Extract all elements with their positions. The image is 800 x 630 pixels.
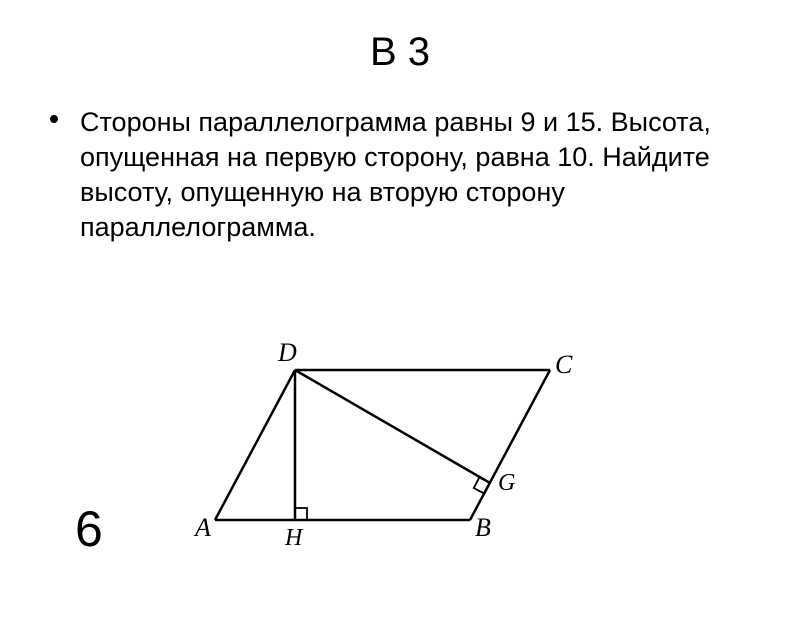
label-C: C [555,350,572,380]
slide-title: В 3 [0,30,800,75]
parallelogram-diagram: A B C D H G [200,335,590,575]
answer-value: 6 [75,500,103,558]
label-H: H [285,525,302,552]
problem-text-content: Стороны параллелограмма равны 9 и 15. Вы… [80,107,711,242]
edge-DA [215,370,295,520]
problem-statement: Стороны параллелограмма равны 9 и 15. Вы… [80,105,760,245]
height-DG [295,370,490,483]
label-G: G [498,470,515,497]
right-angle-H [295,508,307,520]
diagram-svg [200,335,590,575]
edge-BC [470,370,550,520]
label-B: B [475,513,491,543]
label-A: A [195,513,211,543]
bullet-icon [50,115,58,123]
label-D: D [278,338,297,368]
